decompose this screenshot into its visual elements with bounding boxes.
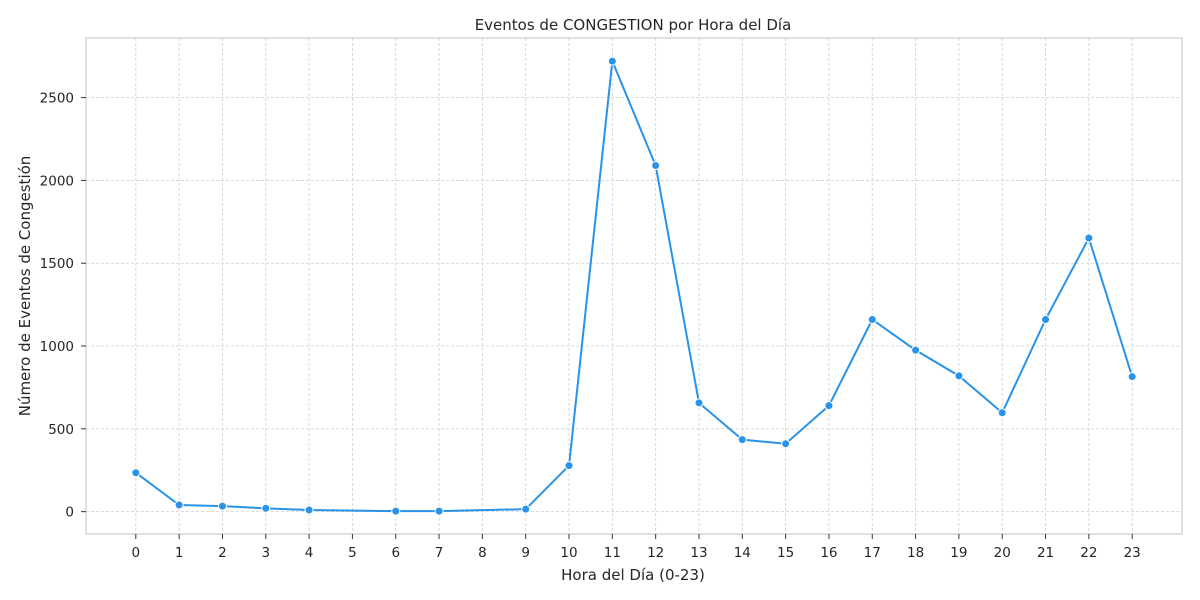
x-tick-label: 6	[391, 545, 400, 561]
y-tick-label: 2500	[40, 91, 74, 107]
data-point	[521, 504, 531, 514]
data-point	[997, 408, 1007, 418]
x-tick-label: 19	[950, 545, 967, 561]
data-point	[781, 439, 791, 449]
x-tick-label: 17	[864, 545, 881, 561]
x-tick-label: 3	[261, 545, 270, 561]
plot-frame	[85, 37, 1183, 535]
ticks-layer: 0 1 2 3 4 5 6 7 8 9 10 11 12 13 14 15 16 17 18 19 20 21 22 2305…	[40, 91, 1141, 561]
x-tick-label: 16	[820, 545, 837, 561]
y-tick-label: 2000	[40, 173, 74, 189]
data-point	[1084, 233, 1094, 243]
grid-layer	[86, 38, 1182, 534]
y-tick-label: 500	[48, 422, 74, 438]
x-tick-label: 18	[907, 545, 924, 561]
y-axis-label: Número de Eventos de Congestión	[16, 156, 34, 417]
y-tick-label: 1000	[40, 339, 74, 355]
x-tick-label: 15	[777, 545, 794, 561]
series-line	[135, 60, 1134, 513]
data-point	[217, 501, 227, 511]
x-tick-label: 9	[521, 545, 530, 561]
data-point	[867, 315, 877, 325]
x-tick-label: 0	[132, 545, 141, 561]
x-tick-label: 11	[604, 545, 621, 561]
data-point	[607, 56, 617, 66]
data-point	[434, 506, 444, 516]
x-tick-label: 8	[478, 545, 487, 561]
x-tick-label: 22	[1080, 545, 1097, 561]
x-tick-label: 20	[994, 545, 1011, 561]
data-point	[304, 505, 314, 515]
data-point	[174, 500, 184, 510]
points-layer	[131, 56, 1137, 516]
x-axis-label: Hora del Día (0-23)	[561, 566, 705, 584]
data-point	[911, 345, 921, 355]
data-point	[131, 468, 141, 478]
data-point	[1041, 315, 1051, 325]
data-point	[564, 461, 574, 471]
x-tick-label: 23	[1124, 545, 1141, 561]
data-point	[954, 371, 964, 381]
data-point	[824, 401, 834, 411]
x-tick-label: 4	[305, 545, 314, 561]
data-point	[694, 398, 704, 408]
data-point	[391, 506, 401, 516]
x-tick-label: 12	[647, 545, 664, 561]
x-tick-label: 13	[690, 545, 707, 561]
x-tick-label: 1	[175, 545, 184, 561]
data-point	[261, 503, 271, 513]
x-tick-label: 5	[348, 545, 357, 561]
x-tick-label: 21	[1037, 545, 1054, 561]
x-tick-label: 2	[218, 545, 227, 561]
chart-title: Eventos de CONGESTION por Hora del Día	[475, 16, 792, 34]
y-tick-label: 0	[65, 505, 74, 521]
y-tick-label: 1500	[40, 256, 74, 272]
x-tick-label: 10	[560, 545, 577, 561]
x-tick-label: 14	[734, 545, 751, 561]
x-tick-label: 7	[435, 545, 444, 561]
data-point	[651, 161, 661, 171]
data-point	[737, 435, 747, 445]
data-point	[1127, 372, 1137, 382]
